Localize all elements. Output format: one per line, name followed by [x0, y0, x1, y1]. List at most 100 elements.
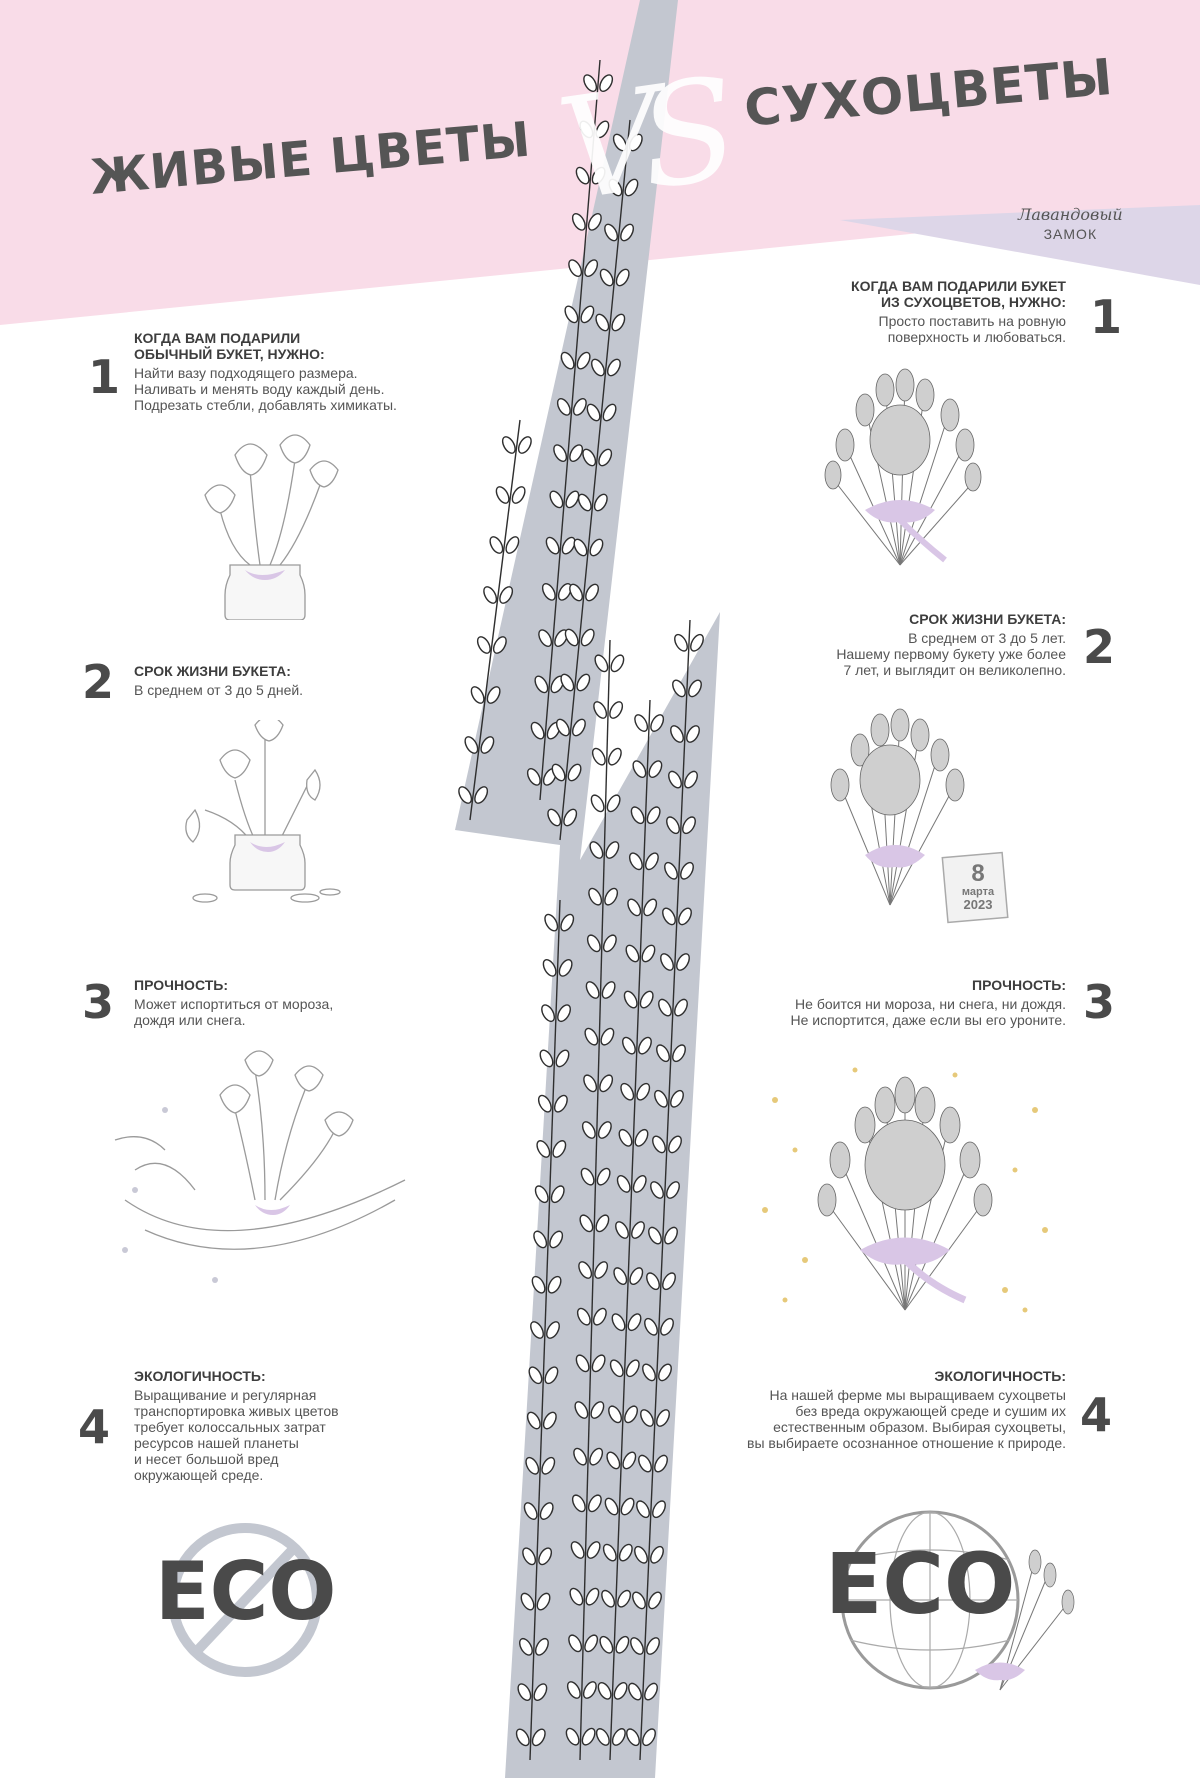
left-3-heading-1: ПРОЧНОСТЬ:: [134, 977, 228, 993]
right-1-line-1: Просто поставить на ровную: [878, 313, 1066, 329]
lavender-bud: [483, 586, 498, 604]
lavender-bud: [595, 1728, 610, 1746]
lavender-bud: [533, 1230, 548, 1249]
lavender-bud: [597, 1121, 612, 1139]
lavender-bud: [511, 486, 526, 504]
right-item-1: КОГДА ВАМ ПОДАРИЛИ БУКЕТ ИЗ СУХОЦВЕТОВ, Н…: [680, 278, 1066, 345]
lavender-bud: [541, 1004, 555, 1023]
lavender-bud: [501, 436, 516, 454]
lavender-bud: [464, 736, 479, 754]
lavender-bud: [668, 1135, 682, 1154]
lavender-bud: [643, 898, 658, 917]
lavender-bud: [656, 1409, 670, 1427]
lavender-bud: [604, 223, 619, 242]
right-num-2: 2: [1083, 620, 1116, 674]
lavender-bud: [586, 403, 601, 422]
lavender-bud: [605, 841, 620, 859]
lavender-bud: [566, 1681, 581, 1699]
lavender-bud: [591, 747, 606, 766]
lavender-bud: [638, 1036, 652, 1055]
lavender-bud: [608, 178, 623, 197]
left-1-heading-1: КОГДА ВАМ ПОДАРИЛИ: [134, 330, 301, 346]
left-4-heading-1: ЭКОЛОГИЧНОСТЬ:: [134, 1368, 266, 1384]
left-item-1: КОГДА ВАМ ПОДАРИЛИ ОБЫЧНЫЙ БУКЕТ, НУЖНО: …: [134, 330, 494, 413]
left-4-line-5: и несет большой вред: [134, 1451, 279, 1467]
lavender-bud: [620, 1082, 635, 1101]
lavender-bud: [684, 770, 698, 789]
lavender-bud: [545, 536, 560, 555]
lavender-bud: [542, 959, 557, 977]
lavender-bud: [674, 998, 688, 1017]
right-item-2: СРОК ЖИЗНИ БУКЕТА: В среднем от 3 до 5 л…: [690, 611, 1066, 678]
lavender-bud: [652, 1135, 666, 1154]
tulip-vase-icon: [204, 434, 339, 620]
brand-caps: ЗАМОК: [1043, 226, 1098, 242]
lavender-bud: [666, 816, 680, 835]
lavender-bud: [676, 953, 690, 971]
lavender-bud: [576, 351, 591, 370]
brand-script: Лавандовый: [1018, 205, 1123, 224]
lavender-stem: [469, 419, 521, 821]
lavender-bud: [625, 1359, 640, 1378]
lavender-bud: [474, 786, 489, 804]
lavender-bud: [535, 1637, 549, 1656]
left-4-line-3: требует колоссальных затрат: [134, 1419, 326, 1435]
lavender-bud: [560, 913, 575, 932]
lavender-bud: [656, 1044, 670, 1063]
lavender-bud: [607, 747, 622, 766]
right-num-4: 4: [1080, 1388, 1113, 1442]
lavender-bud: [528, 1366, 543, 1385]
lavender-bud: [557, 1004, 571, 1023]
lavender-bud: [601, 981, 616, 999]
lavender-bud: [534, 1185, 549, 1204]
lavender-bud: [590, 1401, 605, 1419]
lavender-bouquet-sparkles-icon: [762, 1067, 1048, 1313]
lavender-bud: [589, 538, 604, 557]
lavender-bud: [594, 1261, 609, 1279]
lavender-stem: [639, 619, 691, 1761]
right-item-3: ПРОЧНОСТЬ: Не боится ни мороза, ни снега…: [660, 977, 1066, 1028]
lavender-bud: [606, 358, 621, 377]
calendar-month: марта: [961, 886, 995, 898]
lavender-bud: [558, 959, 573, 977]
lavender-bud: [539, 1502, 554, 1520]
lavender-bud: [492, 636, 507, 654]
right-2-line-1: В среднем от 3 до 5 лет.: [908, 630, 1066, 646]
lavender-bouquet-icon: [824, 368, 982, 566]
lavender-bud: [530, 721, 545, 740]
lavender-bud: [595, 120, 610, 139]
lavender-bud: [652, 1500, 666, 1519]
lavender-bud: [631, 1221, 645, 1239]
lavender-bud: [578, 1261, 593, 1279]
lavender-bud: [587, 212, 602, 231]
lavender-bud: [615, 268, 630, 287]
left-num-2: 2: [82, 655, 115, 709]
lavender-bud: [593, 493, 608, 512]
lavender-bud: [517, 436, 532, 454]
lavender-bud: [586, 1541, 601, 1559]
calendar-day: 8: [971, 860, 985, 887]
lavender-bud: [552, 1140, 567, 1158]
lavender-bud: [561, 536, 576, 555]
right-1-line-2: поверхность и любоваться.: [887, 329, 1066, 345]
lavender-bud: [570, 1541, 585, 1559]
lavender-bud: [611, 1728, 626, 1746]
left-3-line-2: дождя или снега.: [134, 1012, 246, 1028]
lavender-bud: [526, 767, 541, 786]
lavender-bud: [650, 1181, 664, 1199]
lavender-bud: [622, 1036, 636, 1055]
right-4-line-2: без вреда окружающей среде и сушим их: [795, 1403, 1066, 1419]
lavender-bud: [622, 1451, 637, 1470]
lavender-bud: [660, 1317, 674, 1336]
lavender-bud: [533, 1683, 548, 1701]
lavender-bud: [602, 403, 617, 422]
lavender-bud: [617, 1589, 632, 1608]
lavender-bud: [609, 701, 624, 719]
lavender-bud: [571, 1494, 586, 1513]
lavender-bud: [541, 1456, 556, 1475]
lavender-bud: [589, 841, 604, 859]
lavender-bud: [480, 736, 495, 754]
lavender-bud: [632, 760, 647, 779]
lavender-bud: [592, 1307, 607, 1326]
lavender-bud: [638, 1454, 652, 1473]
